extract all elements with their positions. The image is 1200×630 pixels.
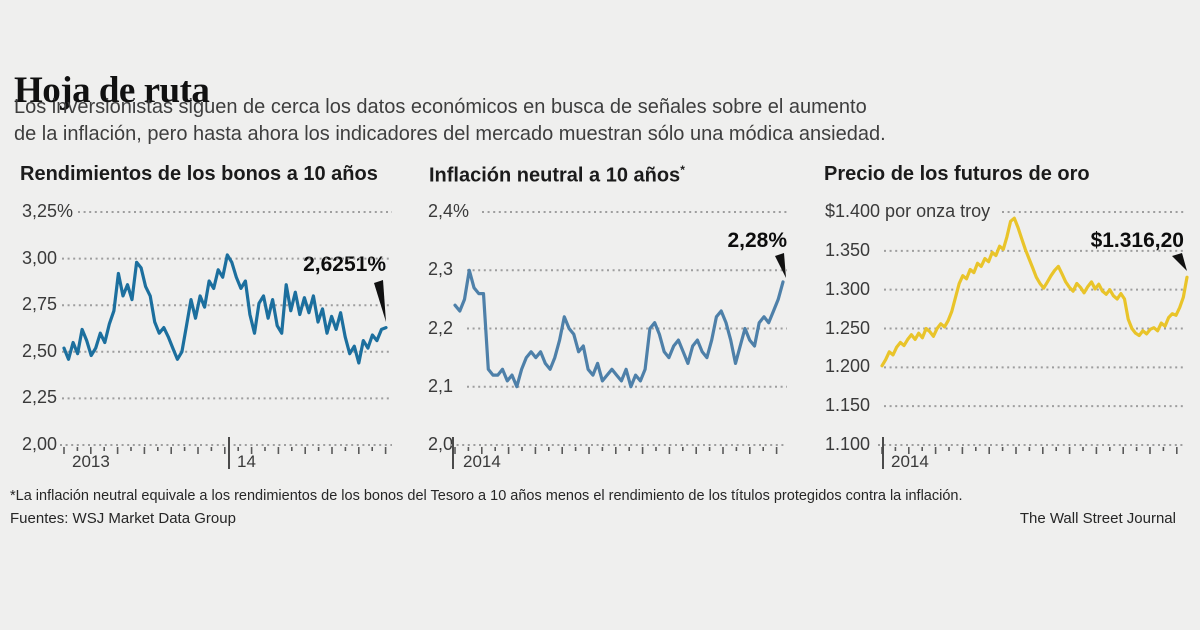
chart-plot — [60, 211, 392, 469]
latest-value-label: $1.316,20 — [1090, 229, 1184, 252]
sources-text: Fuentes: WSJ Market Data Group — [10, 510, 236, 527]
year-label: 2013 — [72, 452, 110, 471]
subtitle-line-1: Los inversionistas siguen de cerca los d… — [14, 96, 867, 118]
y-axis-label: 2,2 — [428, 317, 454, 338]
page-subtitle: Los inversionistas siguen de cerca los d… — [14, 94, 886, 148]
value-pointer-icon — [374, 280, 386, 322]
y-axis-label: 2,00 — [22, 434, 58, 454]
chart-3: Precio de los futuros de oro $1.400 por o… — [820, 163, 1192, 485]
chart-title: Inflación neutral a 10 años* — [429, 163, 685, 187]
y-axis-label: 1.200 — [825, 356, 871, 377]
y-axis-label: 1.100 — [825, 434, 871, 454]
credit-text: The Wall Street Journal — [1019, 510, 1176, 527]
chart-title: Precio de los futuros de oro — [824, 163, 1090, 185]
y-axis-label: 2,25 — [22, 387, 58, 408]
subtitle-line-2: de la inflación, pero hasta ahora los in… — [14, 123, 886, 145]
footnote: *La inflación neutral equivale a los ren… — [10, 488, 963, 504]
y-axis-label: $1.400 por onza troy — [825, 201, 991, 221]
y-axis-label: 2,75 — [22, 294, 58, 315]
latest-value-label: 2,28% — [727, 229, 787, 252]
chart-title: Rendimientos de los bonos a 10 años — [20, 163, 378, 185]
y-axis-label: 2,1 — [428, 375, 454, 396]
value-pointer-icon — [775, 253, 786, 278]
y-axis-label: 1.150 — [825, 395, 871, 416]
y-axis-label: 3,25% — [22, 201, 74, 221]
footnote-marker: * — [680, 163, 685, 177]
year-label: 2014 — [463, 452, 501, 471]
data-line — [880, 216, 1189, 368]
y-axis-label: 1.350 — [825, 239, 871, 260]
chart-plot — [451, 211, 787, 469]
page-title: Hoja de ruta — [14, 69, 210, 111]
chart-2: Inflación neutral a 10 años* 2,4% 2,3 2,2 2,… — [425, 163, 793, 485]
y-axis-label: 1.300 — [825, 278, 871, 299]
footer-row: Fuentes: WSJ Market Data Group The Wall … — [10, 510, 1176, 527]
y-axis-label: 2,3 — [428, 259, 454, 280]
data-line — [453, 268, 785, 389]
y-axis-label: 2,50 — [22, 340, 58, 361]
y-axis-label: 2,4% — [428, 201, 470, 221]
year-label: 14 — [237, 452, 256, 471]
y-axis-label: 1.250 — [825, 317, 871, 338]
chart-plot — [878, 211, 1189, 469]
year-label: 2014 — [891, 452, 929, 471]
y-axis-label: 3,00 — [22, 247, 58, 268]
value-pointer-icon — [1172, 253, 1187, 271]
y-axis-label: 2,0 — [428, 434, 454, 454]
data-line — [62, 253, 388, 365]
chart-1: Rendimientos de los bonos a 10 años 3,25%… — [16, 163, 398, 485]
